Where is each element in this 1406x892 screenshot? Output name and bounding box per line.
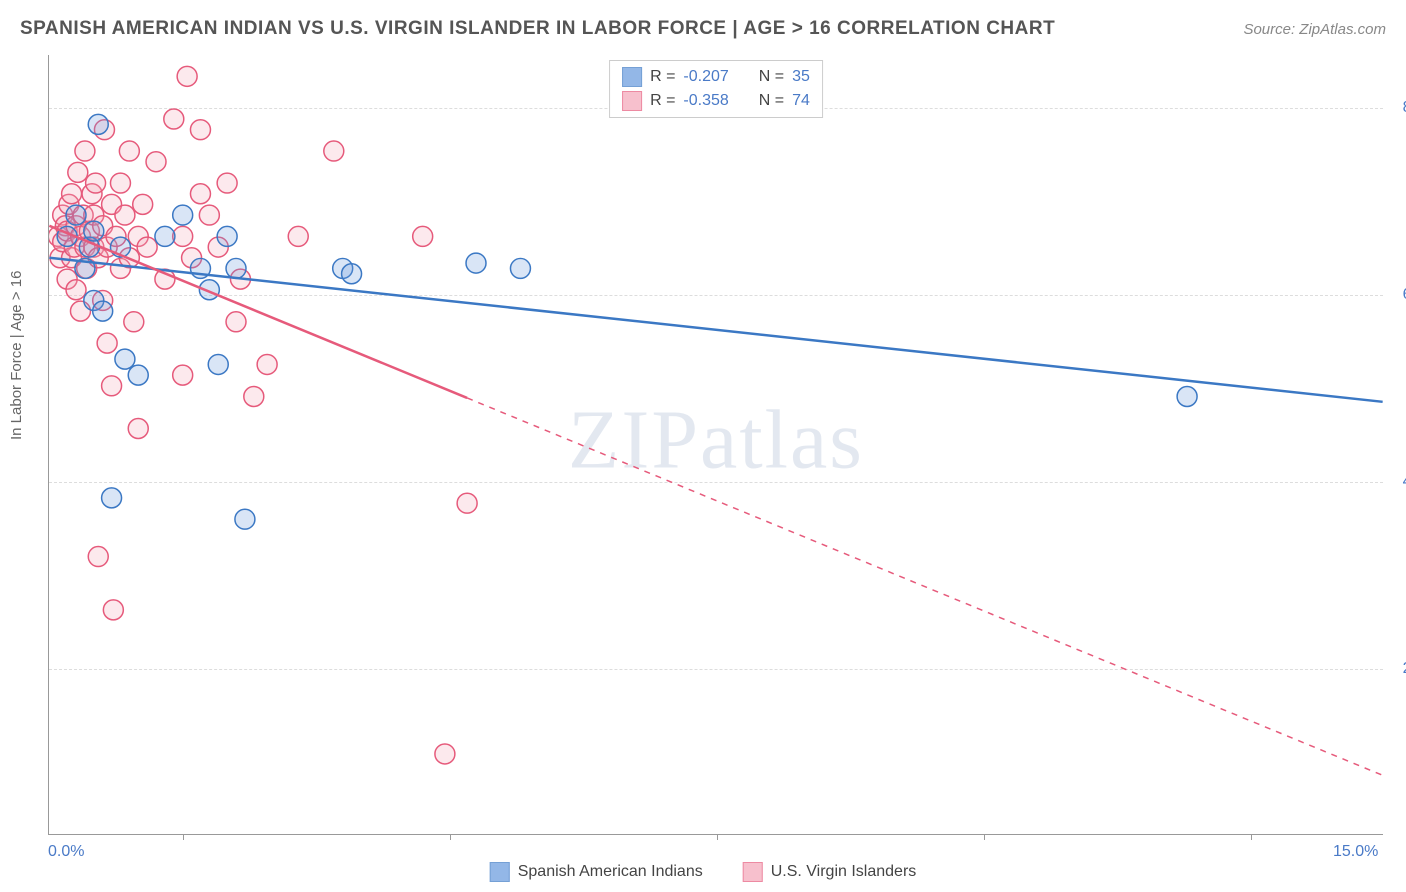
y-tick-label: 45.0% <box>1403 473 1406 491</box>
data-point <box>57 226 77 246</box>
n-value: 35 <box>792 68 810 86</box>
legend-series: Spanish American Indians U.S. Virgin Isla… <box>490 862 917 882</box>
x-tick <box>183 834 184 840</box>
data-point <box>466 253 486 273</box>
r-value: -0.358 <box>683 92 728 110</box>
legend-series-item: Spanish American Indians <box>490 862 703 882</box>
data-point <box>119 141 139 161</box>
plot-area: ZIPatlas R = -0.207N = 35R = -0.358N = 7… <box>48 55 1383 835</box>
data-point <box>190 258 210 278</box>
data-point <box>217 173 237 193</box>
legend-swatch <box>490 862 510 882</box>
data-point <box>93 301 113 321</box>
data-point <box>413 226 433 246</box>
data-point <box>110 237 130 257</box>
legend-correlation: R = -0.207 N = 35 R = -0.358 N = 74 <box>609 60 823 118</box>
data-point <box>226 258 246 278</box>
data-point <box>137 237 157 257</box>
data-point <box>177 66 197 86</box>
data-point <box>62 184 82 204</box>
legend-swatch <box>622 67 642 87</box>
r-value: -0.207 <box>683 68 728 86</box>
x-tick <box>984 834 985 840</box>
legend-swatch <box>622 91 642 111</box>
data-point <box>435 744 455 764</box>
data-point <box>226 312 246 332</box>
legend-correlation-row: R = -0.358 N = 74 <box>622 89 810 113</box>
legend-swatch <box>743 862 763 882</box>
y-tick-label: 62.5% <box>1403 286 1406 304</box>
r-label: R = <box>650 92 675 110</box>
source-label: Source: ZipAtlas.com <box>1243 21 1386 38</box>
x-axis-min-label: 0.0% <box>48 843 84 861</box>
y-tick-label: 27.5% <box>1403 660 1406 678</box>
legend-series-item: U.S. Virgin Islanders <box>743 862 917 882</box>
data-point <box>88 114 108 134</box>
data-point <box>208 354 228 374</box>
n-label: N = <box>759 68 784 86</box>
data-point <box>190 184 210 204</box>
data-point <box>155 226 175 246</box>
data-point <box>133 194 153 214</box>
data-point <box>124 312 144 332</box>
data-point <box>164 109 184 129</box>
n-label: N = <box>759 92 784 110</box>
data-point <box>102 488 122 508</box>
data-point <box>75 141 95 161</box>
data-point <box>97 333 117 353</box>
x-tick <box>1251 834 1252 840</box>
data-point <box>173 365 193 385</box>
data-point <box>66 280 86 300</box>
scatter-points <box>49 55 1383 834</box>
r-label: R = <box>650 68 675 86</box>
data-point <box>155 269 175 289</box>
data-point <box>115 349 135 369</box>
n-value: 74 <box>792 92 810 110</box>
data-point <box>110 173 130 193</box>
y-tick-label: 80.0% <box>1403 99 1406 117</box>
data-point <box>88 547 108 567</box>
data-point <box>1177 386 1197 406</box>
data-point <box>146 152 166 172</box>
data-point <box>288 226 308 246</box>
data-point <box>510 258 530 278</box>
x-tick <box>717 834 718 840</box>
chart-title: SPANISH AMERICAN INDIAN VS U.S. VIRGIN I… <box>20 18 1055 40</box>
data-point <box>115 205 135 225</box>
x-tick <box>450 834 451 840</box>
data-point <box>84 221 104 241</box>
data-point <box>66 205 86 225</box>
data-point <box>68 162 88 182</box>
y-axis-label: In Labor Force | Age > 16 <box>8 271 25 440</box>
data-point <box>86 173 106 193</box>
data-point <box>457 493 477 513</box>
data-point <box>102 376 122 396</box>
data-point <box>128 365 148 385</box>
data-point <box>244 386 264 406</box>
data-point <box>342 264 362 284</box>
legend-correlation-row: R = -0.207 N = 35 <box>622 65 810 89</box>
data-point <box>217 226 237 246</box>
x-axis-max-label: 15.0% <box>1333 843 1378 861</box>
data-point <box>199 205 219 225</box>
data-point <box>235 509 255 529</box>
data-point <box>190 120 210 140</box>
series-name: U.S. Virgin Islanders <box>771 863 917 881</box>
series-name: Spanish American Indians <box>518 863 703 881</box>
data-point <box>173 226 193 246</box>
data-point <box>103 600 123 620</box>
data-point <box>128 419 148 439</box>
data-point <box>324 141 344 161</box>
data-point <box>199 280 219 300</box>
data-point <box>173 205 193 225</box>
data-point <box>75 258 95 278</box>
data-point <box>257 354 277 374</box>
